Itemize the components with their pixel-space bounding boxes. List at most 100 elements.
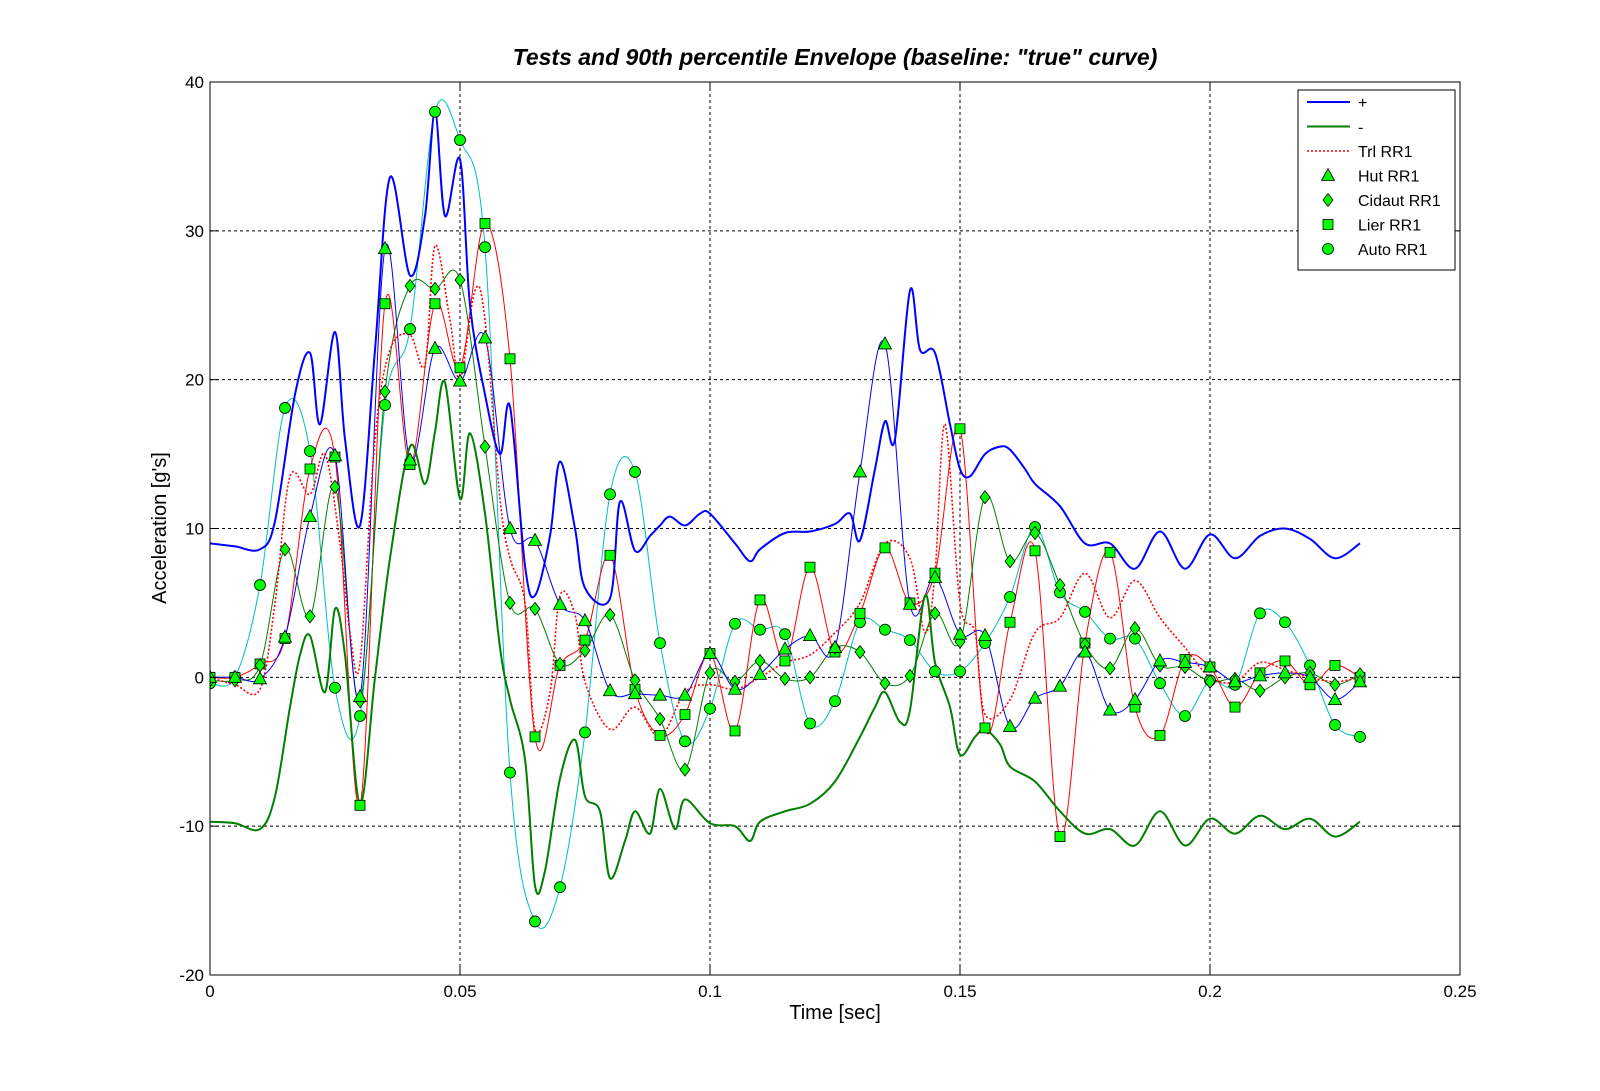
hut-rr1-marker — [227, 669, 243, 683]
cidaut-rr1-marker — [1329, 677, 1341, 692]
lier-rr1-marker — [1054, 831, 1066, 842]
auto-rr1-marker — [529, 915, 541, 928]
auto-rr1-marker — [579, 726, 591, 739]
auto-rr1-marker — [554, 881, 566, 894]
legend-marker — [1322, 219, 1334, 230]
legend-marker — [1322, 243, 1334, 255]
lier-rr1-marker — [1279, 655, 1291, 667]
hut-rr1-marker — [427, 340, 443, 354]
auto-rr1-marker — [1104, 632, 1116, 645]
hut-rr1-marker — [852, 464, 868, 478]
y-tick-label: 30 — [185, 222, 204, 241]
lier-rr1-marker — [454, 362, 466, 374]
hut-rr1-marker — [1277, 665, 1293, 679]
legend-label: Trl RR1 — [1358, 144, 1413, 161]
cidaut-rr1-marker — [779, 671, 791, 686]
series-lier-rr1 — [210, 222, 1361, 838]
auto-rr1-marker — [354, 710, 366, 722]
auto-rr1-marker — [879, 623, 891, 636]
series-line-upper-envelope — [210, 110, 1361, 606]
cidaut-rr1-marker — [579, 643, 591, 658]
auto-rr1-marker — [679, 735, 691, 748]
lier-rr1-marker — [1229, 701, 1241, 713]
auto-rr1-marker — [454, 134, 466, 146]
lier-rr1-marker — [979, 722, 991, 734]
markers-auto-rr1 — [210, 105, 1366, 928]
chart-title: Tests and 90th percentile Envelope (base… — [513, 44, 1158, 70]
x-tick-labels: 0 0.05 0.1 0.15 0.2 0.25 — [205, 982, 1476, 1001]
lier-rr1-marker — [879, 542, 891, 554]
cidaut-rr1-marker — [679, 762, 691, 777]
auto-rr1-marker — [904, 634, 916, 647]
lier-rr1-marker — [679, 709, 691, 720]
lier-rr1-marker — [854, 607, 866, 619]
hut-rr1-marker — [877, 336, 893, 350]
hut-rr1-marker — [302, 508, 318, 522]
cidaut-rr1-marker — [804, 670, 816, 685]
hut-rr1-marker — [752, 666, 768, 680]
hut-rr1-marker — [252, 670, 268, 685]
series-upper-envelope — [210, 110, 1361, 606]
x-tick-label: 0.1 — [698, 982, 722, 1001]
auto-rr1-marker — [729, 617, 741, 630]
x-axis-label: Time [sec] — [789, 1002, 881, 1024]
cidaut-rr1-marker — [604, 607, 616, 622]
cidaut-rr1-marker — [304, 609, 316, 624]
hut-rr1-marker — [602, 682, 618, 697]
legend-entry-upper-envelope: + — [1307, 95, 1367, 112]
legend-entry-lier-rr1: Lier RR1 — [1322, 218, 1421, 235]
legend-label: - — [1358, 120, 1363, 137]
hut-rr1-marker — [210, 669, 218, 683]
lier-rr1-marker — [804, 561, 816, 573]
hut-rr1-marker — [977, 627, 993, 642]
cidaut-rr1-marker — [404, 278, 416, 294]
auto-rr1-marker — [1329, 719, 1341, 731]
legend-marker — [1320, 167, 1336, 181]
x-tick-label: 0 — [205, 982, 214, 1001]
auto-rr1-marker — [254, 579, 266, 591]
auto-rr1-marker — [604, 488, 616, 501]
auto-rr1-marker — [704, 702, 716, 715]
y-tick-label: 0 — [195, 668, 204, 687]
hut-rr1-marker — [1252, 668, 1268, 682]
lier-rr1-marker — [1329, 660, 1341, 671]
auto-rr1-marker — [404, 323, 416, 335]
lier-rr1-marker — [1104, 546, 1116, 558]
cidaut-rr1-marker — [529, 601, 541, 617]
hut-rr1-marker — [277, 629, 293, 643]
legend-label: Auto RR1 — [1358, 242, 1427, 259]
hut-rr1-marker — [1052, 678, 1068, 692]
hut-rr1-marker — [1327, 691, 1343, 706]
series-layer — [210, 99, 1368, 929]
lier-rr1-marker — [504, 353, 516, 365]
lier-rr1-marker — [754, 594, 766, 606]
hut-rr1-marker — [902, 596, 918, 610]
cidaut-rr1-marker — [1004, 554, 1016, 569]
auto-rr1-marker — [954, 665, 966, 678]
lier-rr1-marker — [954, 423, 966, 435]
x-tick-label: 0.25 — [1443, 982, 1476, 1001]
cidaut-rr1-marker — [1054, 577, 1066, 593]
legend-entry-cidaut-rr1: Cidaut RR1 — [1322, 192, 1441, 210]
y-tick-label: -10 — [179, 817, 204, 836]
hut-rr1-marker — [402, 452, 418, 466]
cidaut-rr1-marker — [654, 711, 666, 727]
hut-rr1-marker — [327, 447, 343, 461]
hut-rr1-marker — [1352, 673, 1368, 688]
grid-lines — [210, 82, 1460, 975]
hut-rr1-marker — [727, 681, 743, 695]
hut-rr1-marker — [702, 645, 718, 659]
cidaut-rr1-marker — [554, 656, 566, 672]
lier-rr1-marker — [1154, 729, 1166, 741]
lier-rr1-marker — [304, 463, 316, 475]
legend-entry-auto-rr1: Auto RR1 — [1322, 242, 1427, 259]
hut-rr1-marker — [502, 520, 518, 534]
hut-rr1-marker — [1102, 702, 1118, 716]
auto-rr1-marker — [804, 717, 816, 730]
hut-rr1-marker — [477, 330, 493, 344]
legend-entry-trl-rr1: Trl RR1 — [1307, 144, 1413, 161]
lier-rr1-marker — [429, 298, 441, 310]
cidaut-rr1-marker — [854, 644, 866, 660]
auto-rr1-marker — [279, 402, 291, 414]
